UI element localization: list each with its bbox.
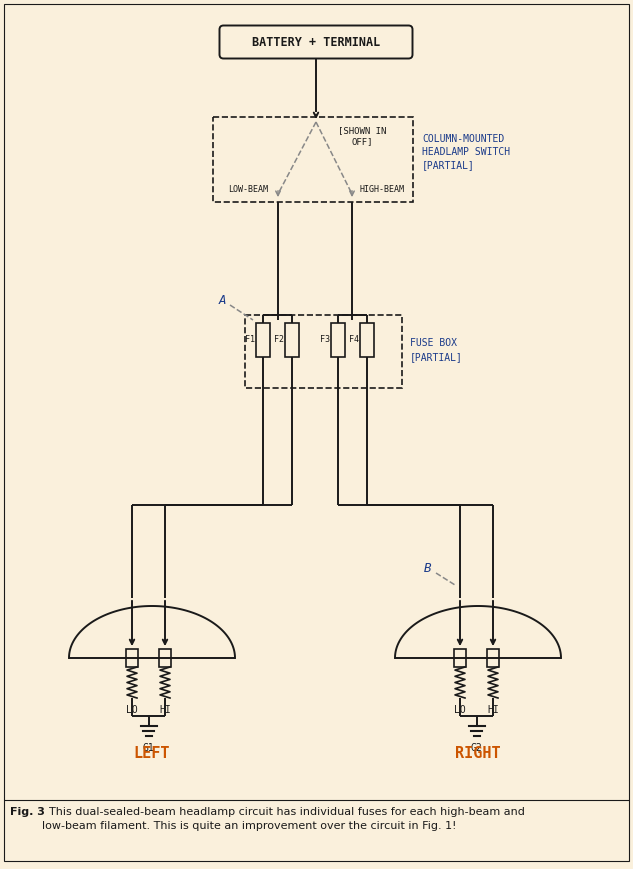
Text: LO: LO (126, 705, 138, 715)
Text: A: A (218, 294, 226, 307)
Text: LOW-BEAM: LOW-BEAM (228, 184, 268, 194)
Bar (454, 649, 466, 667)
Bar (285, 323, 299, 357)
Text: This dual-sealed-beam headlamp circuit has individual fuses for each high-beam a: This dual-sealed-beam headlamp circuit h… (42, 807, 525, 831)
Bar (256, 323, 270, 357)
Text: LO: LO (454, 705, 466, 715)
Text: B: B (424, 561, 432, 574)
Bar (159, 649, 171, 667)
Bar (213, 117, 413, 202)
Text: [SHOWN IN
OFF]: [SHOWN IN OFF] (338, 126, 386, 146)
Text: RIGHT: RIGHT (455, 746, 501, 760)
Bar (360, 323, 374, 357)
Text: FUSE BOX
[PARTIAL]: FUSE BOX [PARTIAL] (410, 338, 463, 362)
Text: Fig. 3: Fig. 3 (10, 807, 45, 817)
Bar (245, 315, 402, 388)
Bar (126, 649, 138, 667)
FancyBboxPatch shape (220, 25, 413, 58)
Text: COLUMN-MOUNTED
HEADLAMP SWITCH
[PARTIAL]: COLUMN-MOUNTED HEADLAMP SWITCH [PARTIAL] (422, 134, 510, 170)
Bar (487, 649, 499, 667)
Bar (331, 323, 345, 357)
Text: F2: F2 (274, 335, 284, 344)
Text: F4: F4 (349, 335, 359, 344)
Text: G2: G2 (470, 743, 482, 753)
Text: HI: HI (159, 705, 171, 715)
Text: F1: F1 (245, 335, 255, 344)
Text: LEFT: LEFT (134, 746, 170, 760)
Text: HI: HI (487, 705, 499, 715)
Text: BATTERY + TERMINAL: BATTERY + TERMINAL (252, 36, 380, 49)
Text: HIGH-BEAM: HIGH-BEAM (360, 184, 404, 194)
Text: F3: F3 (320, 335, 330, 344)
Text: G1: G1 (142, 743, 154, 753)
